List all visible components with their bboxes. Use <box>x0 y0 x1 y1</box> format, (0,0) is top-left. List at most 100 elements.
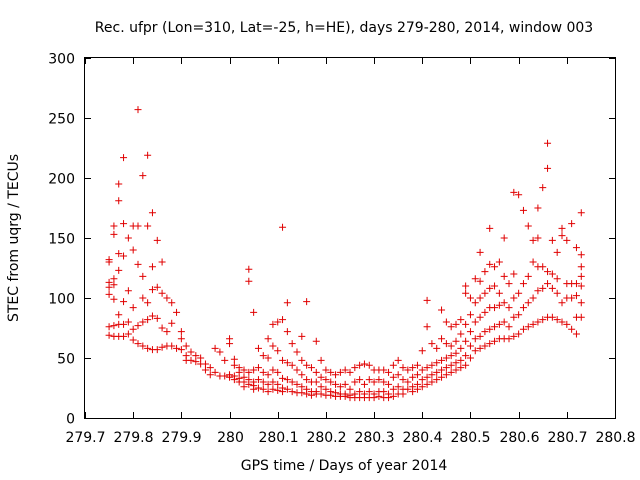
data-point <box>129 304 137 312</box>
data-point <box>505 323 513 331</box>
plot-frame <box>84 57 616 419</box>
data-point <box>115 311 123 319</box>
data-point <box>476 313 484 321</box>
data-point <box>519 304 527 312</box>
data-point <box>515 311 523 319</box>
data-point <box>462 352 470 360</box>
data-point <box>500 234 508 242</box>
data-point <box>423 373 431 381</box>
data-point <box>495 289 503 297</box>
data-point <box>307 364 315 372</box>
data-point <box>259 352 267 360</box>
data-point <box>274 386 282 394</box>
data-point <box>399 376 407 384</box>
data-point <box>572 330 580 338</box>
data-point <box>519 206 527 214</box>
data-point <box>572 280 580 288</box>
data-point <box>303 298 311 306</box>
data-point <box>240 383 248 391</box>
data-point <box>423 323 431 331</box>
data-point <box>303 390 311 398</box>
data-point <box>563 320 571 328</box>
data-point <box>399 364 407 372</box>
data-point <box>163 294 171 302</box>
data-point <box>370 394 378 402</box>
data-point <box>515 191 523 199</box>
data-point <box>462 289 470 297</box>
data-point <box>418 383 426 391</box>
data-point <box>466 328 474 336</box>
data-point <box>457 356 465 364</box>
data-point <box>529 294 537 302</box>
data-point <box>370 378 378 386</box>
data-point <box>447 368 455 376</box>
data-point <box>375 376 383 384</box>
x-tick-label: 280.7 <box>547 430 587 446</box>
data-point <box>476 248 484 256</box>
data-point <box>274 318 282 326</box>
data-point <box>375 392 383 400</box>
data-point <box>211 368 219 376</box>
x-tick-label: 280.1 <box>258 430 298 446</box>
data-point <box>539 263 547 271</box>
data-point <box>173 344 181 352</box>
y-tick-label: 150 <box>48 232 75 248</box>
data-point <box>303 376 311 384</box>
data-point <box>389 373 397 381</box>
data-point <box>380 388 388 396</box>
x-tick-label: 279.9 <box>161 430 201 446</box>
data-point <box>491 304 499 312</box>
data-point <box>120 252 128 260</box>
data-point <box>394 383 402 391</box>
data-point <box>158 343 166 351</box>
data-point <box>471 299 479 307</box>
data-point <box>293 366 301 374</box>
data-point <box>139 294 147 302</box>
data-point <box>332 371 340 379</box>
data-point <box>274 380 282 388</box>
data-point <box>558 318 566 326</box>
data-point <box>148 263 156 271</box>
data-point <box>221 372 229 380</box>
data-point <box>524 323 532 331</box>
data-point <box>438 356 446 364</box>
data-point <box>187 348 195 356</box>
data-point <box>177 335 185 343</box>
data-point <box>201 366 209 374</box>
data-point <box>510 270 518 278</box>
data-point <box>269 342 277 350</box>
data-point <box>283 299 291 307</box>
data-point <box>105 323 113 331</box>
x-tick-label: 280.2 <box>306 430 346 446</box>
data-point <box>177 328 185 336</box>
data-point <box>524 222 532 230</box>
data-point <box>572 292 580 300</box>
data-point <box>418 347 426 355</box>
data-point <box>466 294 474 302</box>
data-point <box>577 313 585 321</box>
data-point <box>177 346 185 354</box>
data-point <box>351 378 359 386</box>
data-point <box>466 311 474 319</box>
data-point <box>110 275 118 283</box>
data-point <box>510 294 518 302</box>
data-point <box>529 236 537 244</box>
x-axis-label: GPS time / Days of year 2014 <box>241 458 448 474</box>
data-point <box>389 361 397 369</box>
y-tick-label: 100 <box>48 292 75 308</box>
data-point <box>279 356 287 364</box>
data-point <box>206 371 214 379</box>
data-point <box>254 376 262 384</box>
data-point <box>519 325 527 333</box>
data-point <box>577 209 585 217</box>
data-point <box>389 392 397 400</box>
data-point <box>115 266 123 274</box>
data-point <box>144 299 152 307</box>
data-point <box>317 373 325 381</box>
data-point <box>269 320 277 328</box>
data-point <box>356 388 364 396</box>
data-point <box>544 280 552 288</box>
data-point <box>279 374 287 382</box>
data-point <box>279 223 287 231</box>
data-point <box>120 298 128 306</box>
